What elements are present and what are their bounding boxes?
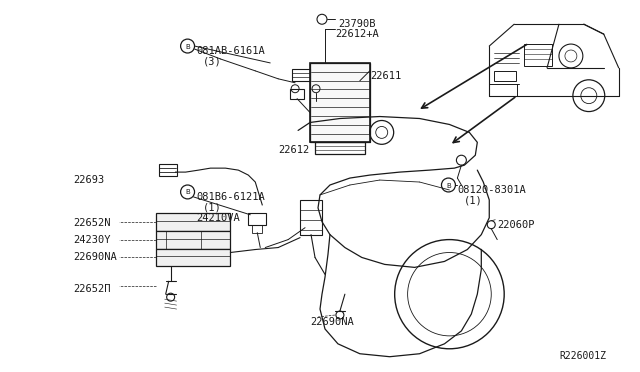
Text: B: B (446, 183, 451, 189)
Text: 22060P: 22060P (497, 220, 535, 230)
Text: B: B (185, 44, 190, 49)
Bar (315, 142, 365, 154)
Text: 24210VA: 24210VA (196, 213, 240, 223)
Text: 081B6-6121A: 081B6-6121A (196, 192, 266, 202)
Text: 081AB-6161A: 081AB-6161A (196, 46, 266, 56)
Bar (524, 44, 552, 66)
Bar (300, 200, 322, 235)
Bar (310, 63, 370, 142)
Bar (156, 231, 230, 248)
Text: 22612+A: 22612+A (335, 29, 379, 39)
Bar (292, 69, 310, 81)
Text: (1): (1) (202, 203, 221, 213)
Bar (494, 71, 516, 81)
Text: 22690NA: 22690NA (73, 251, 117, 262)
Text: 23790B: 23790B (338, 19, 376, 29)
Bar (310, 63, 370, 142)
Text: 22612: 22612 (278, 145, 309, 155)
Bar (252, 225, 262, 232)
Text: R226001Z: R226001Z (559, 351, 606, 361)
Text: 22693: 22693 (73, 175, 104, 185)
Bar (156, 213, 230, 231)
Text: 08120-8301A: 08120-8301A (458, 185, 526, 195)
Bar (290, 89, 304, 99)
Bar (156, 248, 230, 266)
Bar (159, 164, 177, 176)
Text: 22611: 22611 (370, 71, 401, 81)
Text: 22652Π: 22652Π (73, 284, 111, 294)
Text: (1): (1) (463, 196, 482, 206)
Text: 22652N: 22652N (73, 218, 111, 228)
Text: B: B (185, 189, 190, 195)
Text: (3): (3) (202, 57, 221, 67)
Bar (248, 213, 266, 225)
Text: 22690NA: 22690NA (310, 317, 354, 327)
Text: 24230Y: 24230Y (73, 235, 111, 245)
